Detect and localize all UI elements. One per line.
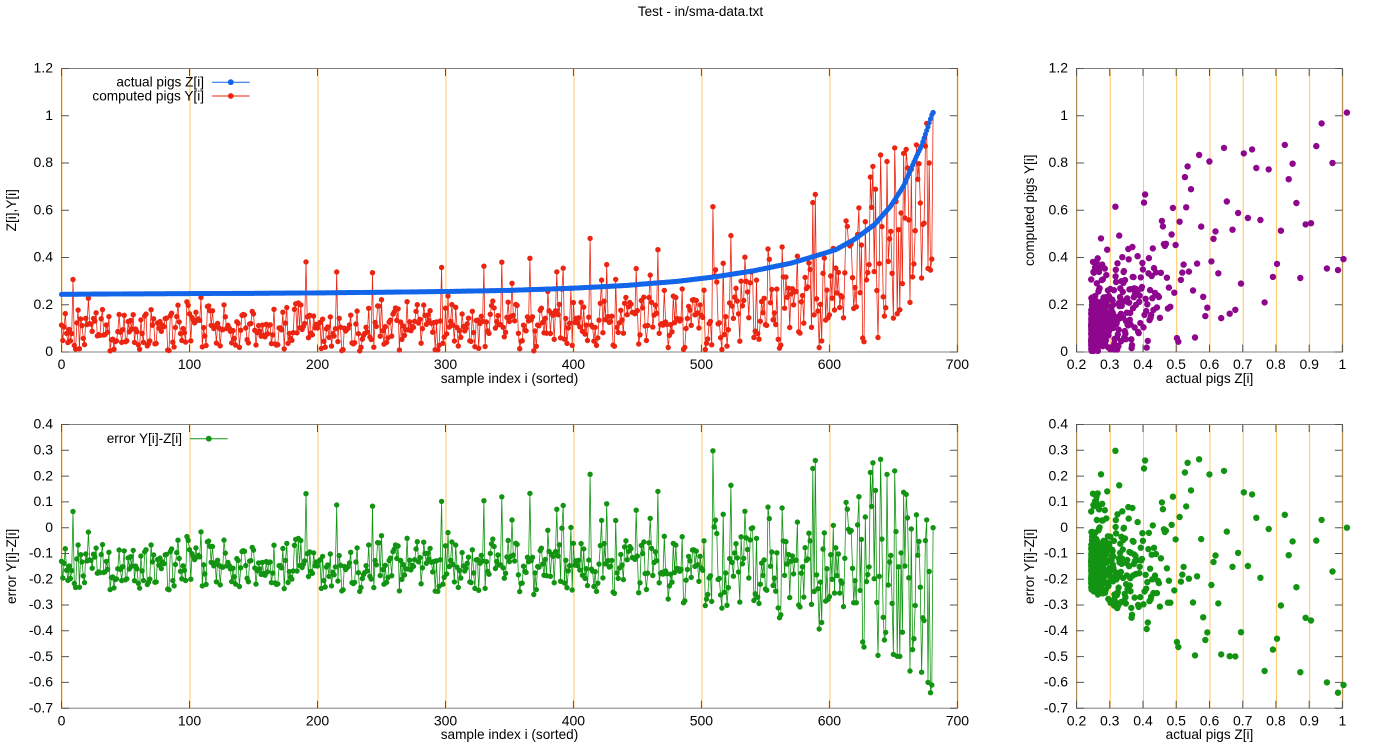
svg-text:-0.7: -0.7 bbox=[29, 699, 53, 715]
svg-text:0.8: 0.8 bbox=[1266, 712, 1286, 728]
svg-text:-0.6: -0.6 bbox=[29, 674, 53, 690]
svg-text:Z[i],Y[i]: Z[i],Y[i] bbox=[4, 189, 19, 231]
svg-text:1: 1 bbox=[45, 107, 53, 123]
svg-text:actual pigs Z[i]: actual pigs Z[i] bbox=[1166, 727, 1254, 742]
svg-text:-0.1: -0.1 bbox=[29, 545, 53, 561]
svg-text:-0.4: -0.4 bbox=[29, 622, 53, 638]
svg-text:0: 0 bbox=[45, 519, 53, 535]
svg-text:sample index i (sorted): sample index i (sorted) bbox=[441, 371, 579, 386]
svg-text:0.6: 0.6 bbox=[1200, 356, 1220, 372]
svg-text:Test - in/sma-data.txt: Test - in/sma-data.txt bbox=[638, 4, 764, 19]
svg-text:-0.5: -0.5 bbox=[29, 648, 53, 664]
svg-text:700: 700 bbox=[946, 356, 970, 372]
svg-text:0.4: 0.4 bbox=[1133, 712, 1153, 728]
svg-text:400: 400 bbox=[562, 356, 586, 372]
svg-text:1.2: 1.2 bbox=[1049, 60, 1069, 76]
svg-text:0.6: 0.6 bbox=[1049, 201, 1069, 217]
svg-text:1: 1 bbox=[1339, 356, 1347, 372]
svg-text:500: 500 bbox=[690, 712, 714, 728]
svg-text:0.8: 0.8 bbox=[1049, 154, 1069, 170]
svg-text:actual pigs Z[i]: actual pigs Z[i] bbox=[116, 75, 204, 90]
svg-text:0.2: 0.2 bbox=[1067, 356, 1087, 372]
svg-text:-0.1: -0.1 bbox=[1044, 545, 1068, 561]
svg-text:-0.3: -0.3 bbox=[29, 596, 53, 612]
svg-text:400: 400 bbox=[562, 712, 586, 728]
svg-text:error Y[i]-Z[i]: error Y[i]-Z[i] bbox=[1022, 529, 1037, 604]
svg-text:600: 600 bbox=[818, 356, 842, 372]
svg-text:-0.2: -0.2 bbox=[1044, 570, 1068, 586]
svg-text:0.7: 0.7 bbox=[1233, 712, 1253, 728]
svg-text:computed pigs Y[i]: computed pigs Y[i] bbox=[1022, 154, 1037, 266]
svg-text:0.3: 0.3 bbox=[1100, 356, 1120, 372]
svg-text:-0.3: -0.3 bbox=[1044, 596, 1068, 612]
svg-text:0.4: 0.4 bbox=[34, 416, 54, 432]
svg-text:0.2: 0.2 bbox=[1067, 712, 1087, 728]
svg-text:0.2: 0.2 bbox=[34, 467, 54, 483]
svg-text:0: 0 bbox=[1060, 519, 1068, 535]
svg-text:0.6: 0.6 bbox=[34, 201, 54, 217]
svg-text:-0.2: -0.2 bbox=[29, 570, 53, 586]
svg-text:300: 300 bbox=[434, 712, 458, 728]
svg-text:-0.5: -0.5 bbox=[1044, 648, 1068, 664]
svg-text:0: 0 bbox=[58, 712, 66, 728]
svg-text:0.8: 0.8 bbox=[34, 154, 54, 170]
svg-text:0.2: 0.2 bbox=[1049, 467, 1069, 483]
svg-text:0.4: 0.4 bbox=[1049, 249, 1069, 265]
svg-text:1: 1 bbox=[1060, 107, 1068, 123]
svg-text:1: 1 bbox=[1339, 712, 1347, 728]
svg-text:0.4: 0.4 bbox=[1049, 416, 1069, 432]
svg-text:100: 100 bbox=[178, 356, 202, 372]
svg-text:actual pigs Z[i]: actual pigs Z[i] bbox=[1166, 371, 1254, 386]
svg-text:0.1: 0.1 bbox=[34, 493, 54, 509]
svg-text:0.3: 0.3 bbox=[1049, 442, 1069, 458]
svg-text:sample index i (sorted): sample index i (sorted) bbox=[441, 727, 579, 742]
svg-text:0.3: 0.3 bbox=[34, 442, 54, 458]
svg-text:0.6: 0.6 bbox=[1200, 712, 1220, 728]
svg-text:700: 700 bbox=[946, 712, 970, 728]
svg-text:100: 100 bbox=[178, 712, 202, 728]
svg-text:0.4: 0.4 bbox=[34, 249, 54, 265]
svg-text:-0.6: -0.6 bbox=[1044, 674, 1068, 690]
svg-text:-0.4: -0.4 bbox=[1044, 622, 1068, 638]
svg-text:error Y[i]-Z[i]: error Y[i]-Z[i] bbox=[4, 529, 19, 604]
svg-text:-0.7: -0.7 bbox=[1044, 699, 1068, 715]
svg-text:200: 200 bbox=[306, 356, 330, 372]
svg-text:0.5: 0.5 bbox=[1166, 712, 1186, 728]
svg-text:0.2: 0.2 bbox=[34, 296, 54, 312]
svg-text:0: 0 bbox=[1060, 343, 1068, 359]
svg-text:0.3: 0.3 bbox=[1100, 712, 1120, 728]
svg-text:error Y[i]-Z[i]: error Y[i]-Z[i] bbox=[107, 431, 182, 446]
svg-text:0.5: 0.5 bbox=[1166, 356, 1186, 372]
svg-text:0.9: 0.9 bbox=[1299, 356, 1319, 372]
svg-text:0: 0 bbox=[45, 343, 53, 359]
svg-text:0.9: 0.9 bbox=[1299, 712, 1319, 728]
svg-text:0: 0 bbox=[58, 356, 66, 372]
svg-text:computed pigs Y[i]: computed pigs Y[i] bbox=[92, 88, 204, 103]
svg-text:0.4: 0.4 bbox=[1133, 356, 1153, 372]
svg-text:0.2: 0.2 bbox=[1049, 296, 1069, 312]
svg-text:1.2: 1.2 bbox=[34, 60, 54, 76]
svg-text:0.7: 0.7 bbox=[1233, 356, 1253, 372]
svg-text:200: 200 bbox=[306, 712, 330, 728]
svg-text:500: 500 bbox=[690, 356, 714, 372]
svg-text:0.1: 0.1 bbox=[1049, 493, 1069, 509]
svg-text:0.8: 0.8 bbox=[1266, 356, 1286, 372]
svg-text:300: 300 bbox=[434, 356, 458, 372]
svg-text:600: 600 bbox=[818, 712, 842, 728]
